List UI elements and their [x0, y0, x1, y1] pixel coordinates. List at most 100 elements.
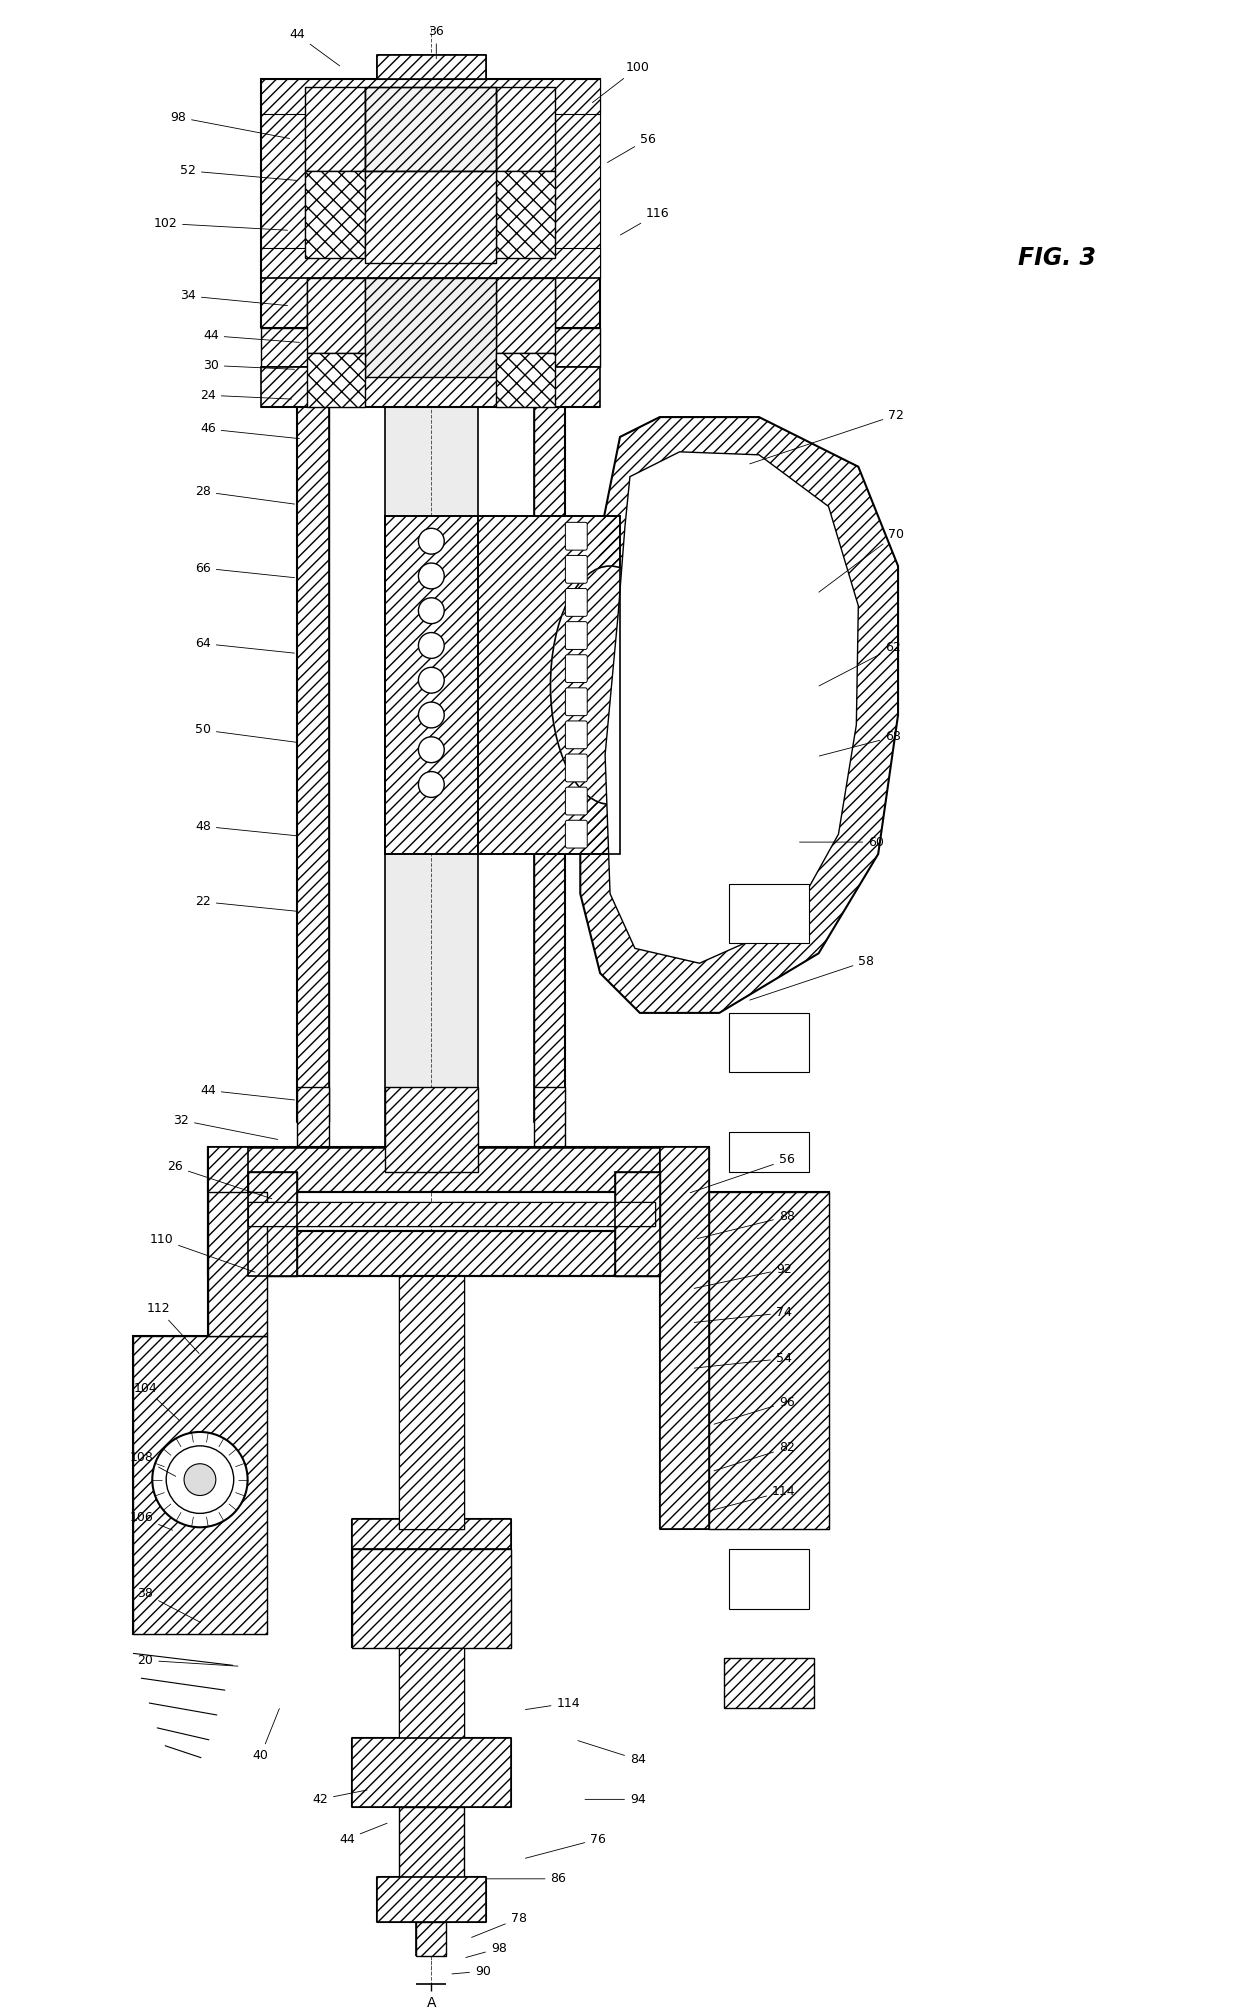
Bar [660, 1148, 709, 1530]
Bar [398, 1807, 464, 1877]
Bar [709, 1192, 828, 1530]
Bar [365, 171, 496, 263]
Bar [352, 1520, 511, 1550]
Text: 32: 32 [174, 1114, 278, 1140]
Text: 76: 76 [526, 1833, 606, 1859]
Text: 98: 98 [466, 1942, 507, 1958]
Bar [709, 1192, 828, 1530]
Circle shape [418, 597, 444, 623]
Text: A: A [427, 1996, 436, 2010]
Circle shape [418, 563, 444, 589]
Text: 28: 28 [195, 484, 295, 505]
Text: 90: 90 [451, 1964, 491, 1978]
Bar [308, 352, 365, 408]
Bar [208, 1148, 709, 1192]
Bar [260, 277, 600, 328]
Bar [308, 277, 365, 352]
Ellipse shape [551, 567, 670, 804]
Text: 100: 100 [593, 60, 650, 103]
Text: 64: 64 [195, 637, 295, 653]
Text: 114: 114 [526, 1696, 580, 1711]
Bar [208, 1192, 268, 1335]
Text: 34: 34 [180, 289, 288, 306]
FancyBboxPatch shape [565, 820, 588, 848]
Text: 86: 86 [486, 1873, 567, 1885]
Circle shape [418, 667, 444, 693]
Text: 62: 62 [820, 641, 901, 685]
Text: 26: 26 [167, 1160, 272, 1198]
Text: 56: 56 [608, 133, 656, 163]
Bar [398, 1648, 464, 1739]
FancyBboxPatch shape [565, 788, 588, 814]
Bar [377, 54, 486, 80]
Bar [398, 1276, 464, 1530]
Bar [615, 1172, 660, 1276]
Bar [134, 1335, 268, 1634]
Text: 94: 94 [585, 1793, 646, 1805]
Bar [260, 80, 600, 277]
Text: 96: 96 [714, 1395, 795, 1425]
Text: 98: 98 [170, 111, 290, 139]
Text: 60: 60 [800, 836, 884, 848]
FancyBboxPatch shape [565, 754, 588, 782]
Text: 54: 54 [694, 1353, 792, 1369]
Text: 24: 24 [200, 388, 291, 402]
Bar [352, 1739, 511, 1807]
Text: 44: 44 [289, 28, 340, 66]
Text: 42: 42 [312, 1791, 367, 1805]
Text: 44: 44 [339, 1823, 387, 1845]
Text: 114: 114 [711, 1485, 796, 1512]
FancyBboxPatch shape [565, 523, 588, 551]
Bar [248, 1172, 298, 1276]
Text: 82: 82 [714, 1441, 795, 1471]
Bar [398, 1276, 464, 1530]
Circle shape [153, 1431, 248, 1528]
Text: 22: 22 [195, 894, 298, 911]
Bar [724, 1658, 813, 1708]
Bar [533, 1087, 565, 1172]
FancyBboxPatch shape [565, 722, 588, 750]
Text: 30: 30 [203, 360, 294, 372]
Text: 110: 110 [149, 1232, 255, 1272]
Text: 78: 78 [471, 1912, 527, 1938]
Text: 56: 56 [691, 1154, 795, 1192]
Bar [134, 1335, 268, 1634]
Bar [615, 1172, 660, 1276]
Circle shape [418, 701, 444, 728]
Text: 68: 68 [820, 730, 901, 756]
Bar [248, 1172, 298, 1276]
FancyBboxPatch shape [565, 687, 588, 716]
Text: FIG. 3: FIG. 3 [1018, 245, 1096, 269]
Bar [729, 1013, 808, 1073]
Text: 58: 58 [750, 955, 874, 1001]
Text: 104: 104 [134, 1381, 179, 1421]
Bar [260, 368, 600, 408]
Text: 112: 112 [146, 1302, 200, 1353]
Bar [496, 352, 556, 408]
Bar [384, 517, 620, 854]
Bar [260, 80, 600, 115]
Bar [496, 171, 556, 257]
Bar [533, 368, 565, 1122]
Bar [260, 328, 600, 368]
FancyBboxPatch shape [565, 655, 588, 683]
Bar [305, 86, 365, 171]
Text: 36: 36 [428, 26, 444, 58]
Text: 92: 92 [694, 1262, 791, 1288]
Polygon shape [580, 416, 898, 1013]
Text: 70: 70 [818, 529, 904, 593]
Text: 84: 84 [578, 1741, 646, 1767]
Bar [248, 1202, 655, 1226]
Bar [377, 1877, 486, 1922]
Text: 72: 72 [750, 408, 904, 464]
Bar [496, 86, 556, 171]
Circle shape [418, 633, 444, 659]
Bar [248, 1202, 655, 1226]
Bar [298, 1087, 329, 1172]
Circle shape [418, 738, 444, 762]
Text: 88: 88 [697, 1210, 795, 1238]
Text: 116: 116 [620, 207, 670, 235]
Bar [208, 1232, 709, 1276]
Bar [305, 171, 365, 257]
Bar [556, 80, 600, 277]
